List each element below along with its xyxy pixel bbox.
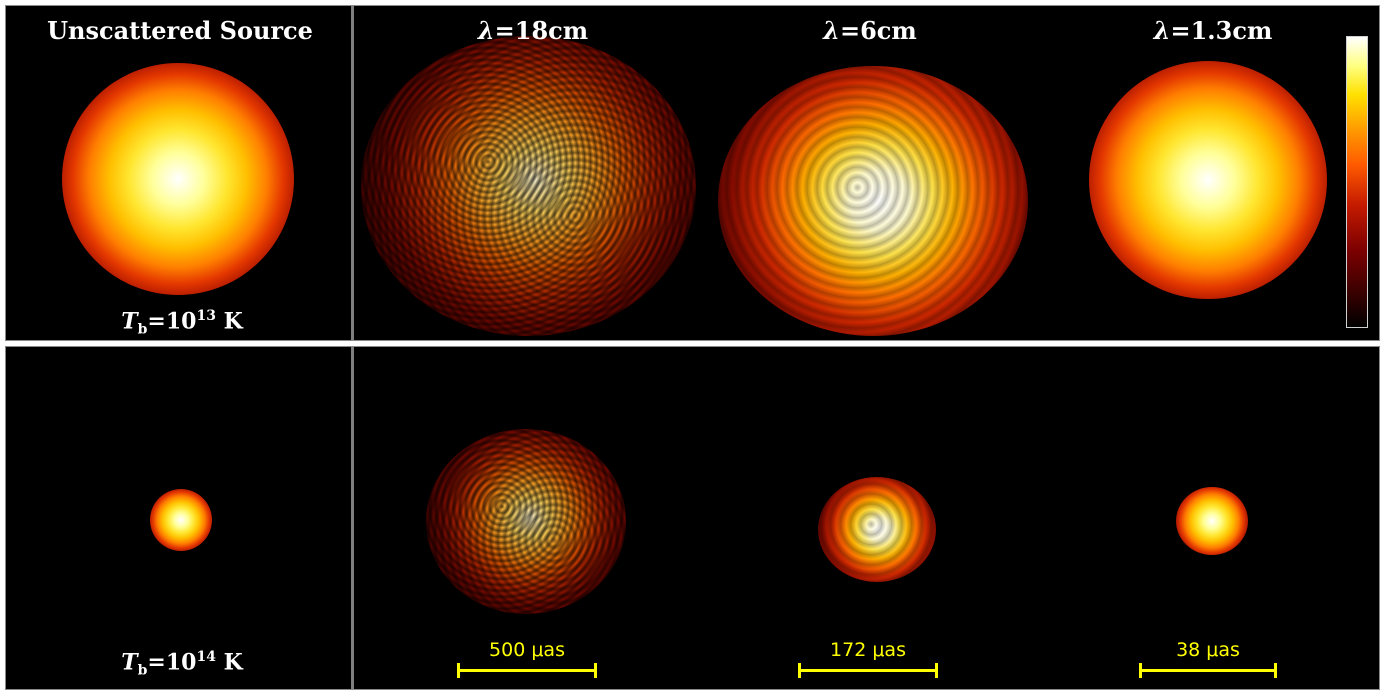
scale-bar-cap-right	[594, 663, 597, 678]
tb-subscript: b	[137, 662, 148, 679]
scattered-image-18cm-top	[361, 36, 696, 336]
scale-bar-172: 172 μas	[798, 637, 938, 678]
lambda-symbol: λ	[477, 16, 495, 45]
header-unscattered-source: Unscattered Source	[47, 16, 313, 45]
tb-unit: K	[223, 308, 243, 335]
column-divider	[351, 347, 354, 689]
header-lambda-18cm: λ=18cm	[478, 16, 588, 45]
lambda-value: =1.3cm	[1170, 16, 1273, 45]
scale-bar-line	[798, 669, 938, 672]
header-lambda-6cm: λ=6cm	[823, 16, 917, 45]
lambda-symbol: λ	[823, 16, 840, 45]
scale-bar-label: 500 μas	[489, 639, 565, 661]
bottom-row-panel: Tb=1014 K 500 μas 172 μas 38 μas	[5, 346, 1380, 690]
scale-bar-cap-left	[1139, 663, 1142, 678]
brightness-temperature-label-top: Tb=1013 K	[121, 308, 243, 338]
lambda-value: =6cm	[840, 16, 917, 45]
column-divider	[351, 6, 354, 340]
scale-bar-label: 38 μas	[1176, 639, 1240, 661]
scale-bar-label: 172 μas	[830, 639, 906, 661]
scattered-image-6cm-bottom	[818, 477, 936, 582]
scattered-image-18cm-bottom	[426, 429, 626, 614]
tb-base: =10	[147, 308, 197, 335]
header-lambda-1-3cm: λ=1.3cm	[1154, 16, 1273, 45]
scale-bar-line	[1139, 669, 1277, 672]
tb-exponent: 14	[196, 649, 216, 665]
scattered-image-1-3cm-bottom	[1176, 487, 1248, 555]
scale-bar-38: 38 μas	[1139, 637, 1277, 678]
scale-bar-500: 500 μas	[457, 637, 597, 678]
unscattered-source-image-bottom	[150, 489, 212, 551]
scale-bar-cap-left	[798, 663, 801, 678]
tb-symbol: T	[121, 649, 138, 676]
scale-bar-line	[457, 669, 597, 672]
tb-subscript: b	[137, 321, 148, 338]
scattered-image-6cm-top	[718, 66, 1028, 336]
scale-bar-cap-right	[935, 663, 938, 678]
tb-symbol: T	[121, 308, 138, 335]
top-row-panel: Unscattered Source λ=18cm λ=6cm λ=1.3cm …	[5, 5, 1380, 341]
tb-exponent: 13	[196, 308, 216, 324]
unscattered-source-image-top	[62, 63, 294, 295]
brightness-temperature-label-bottom: Tb=1014 K	[121, 649, 243, 679]
lambda-value: =18cm	[494, 16, 589, 45]
scattered-image-1-3cm-top	[1089, 61, 1327, 299]
tb-base: =10	[147, 649, 197, 676]
tb-unit: K	[223, 649, 243, 676]
scale-bar-cap-right	[1274, 663, 1277, 678]
colorbar	[1346, 36, 1368, 328]
scale-bar-cap-left	[457, 663, 460, 678]
lambda-symbol: λ	[1153, 16, 1171, 45]
